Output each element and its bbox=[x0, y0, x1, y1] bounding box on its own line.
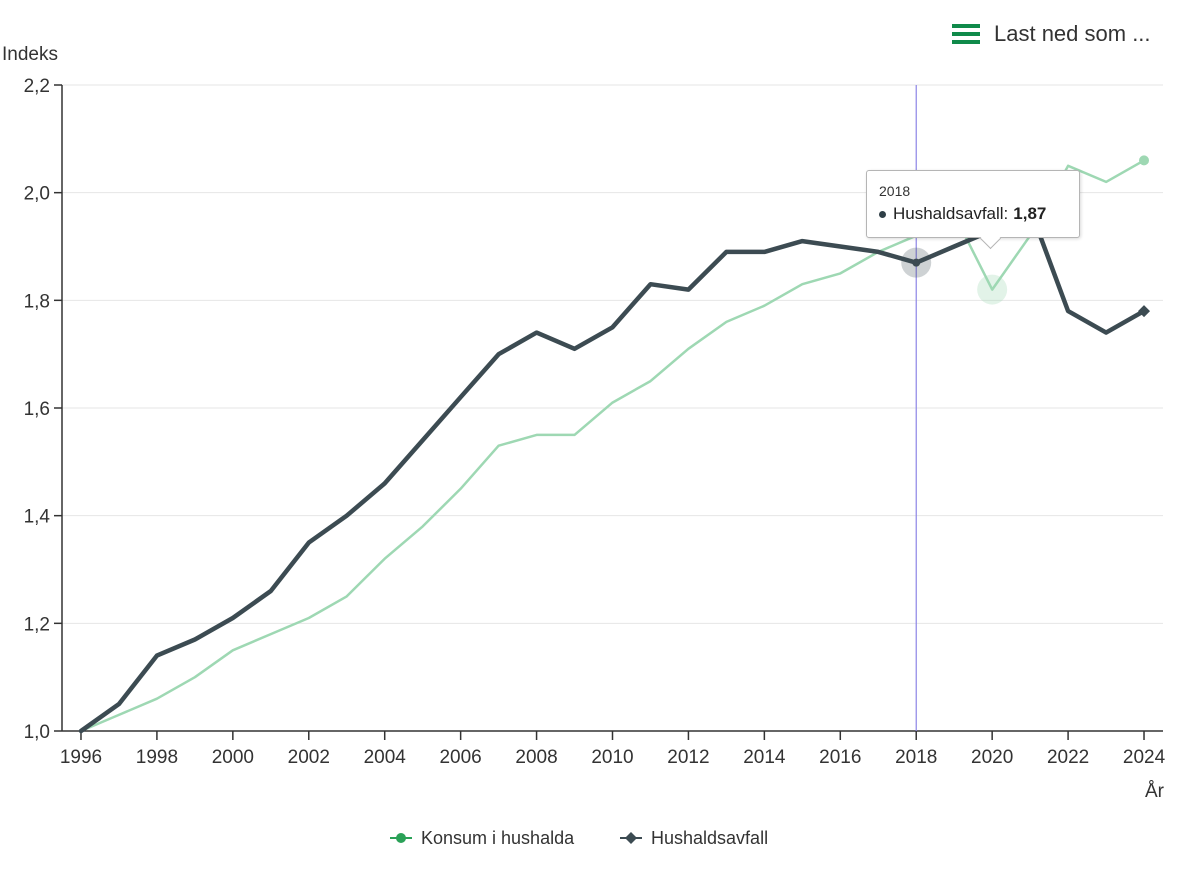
x-tick-label: 2004 bbox=[364, 747, 407, 768]
y-tick-label: 1,2 bbox=[24, 614, 50, 635]
axes: 1,0 1,2 1,4 1,6 1,8 2,0 2,2 1996 1998 2000 2002 200… bbox=[24, 76, 1166, 768]
download-menu-button[interactable]: Last ned som ... bbox=[952, 16, 1151, 52]
y-tick-label: 2,2 bbox=[24, 76, 50, 97]
legend-item[interactable]: Konsum i hushalda bbox=[390, 828, 575, 848]
series-end-marker bbox=[1139, 155, 1150, 166]
tooltip-series-name: Hushaldsavfall: bbox=[893, 204, 1009, 223]
x-tick-label: 2018 bbox=[895, 747, 937, 768]
legend-label: Konsum i hushalda bbox=[421, 828, 575, 848]
x-tick-label: 2010 bbox=[591, 747, 633, 768]
x-axis-label: År bbox=[1145, 781, 1165, 802]
download-menu-label: Last ned som ... bbox=[994, 21, 1151, 46]
series-line-2 bbox=[78, 206, 1147, 734]
series-line-1 bbox=[79, 159, 1146, 733]
legend-marker bbox=[396, 833, 406, 843]
x-tick-label: 2008 bbox=[515, 747, 557, 768]
x-tick-label: 2024 bbox=[1123, 747, 1166, 768]
tooltip-value: 1,87 bbox=[1013, 204, 1047, 223]
hover-point bbox=[912, 258, 921, 267]
x-tick-label: 2022 bbox=[1047, 747, 1089, 768]
x-tick-label: 1996 bbox=[60, 747, 102, 768]
x-tick-label: 2000 bbox=[212, 747, 254, 768]
x-tick-label: 2014 bbox=[743, 747, 786, 768]
y-axis-label: Indeks bbox=[2, 44, 58, 65]
y-tick-label: 1,8 bbox=[24, 291, 50, 312]
hamburger-icon bbox=[952, 24, 980, 44]
legend-label: Hushaldsavfall bbox=[651, 828, 768, 848]
x-tick-label: 2016 bbox=[819, 747, 861, 768]
x-tick-label: 2006 bbox=[439, 747, 481, 768]
x-tick-label: 1998 bbox=[136, 747, 178, 768]
y-tick-label: 1,6 bbox=[24, 399, 50, 420]
legend-marker bbox=[625, 832, 637, 844]
hover-halo-secondary bbox=[977, 274, 1008, 305]
legend-item[interactable]: Hushaldsavfall bbox=[620, 828, 768, 848]
legend: Konsum i hushalda Hushaldsavfall bbox=[390, 828, 768, 848]
series-lines bbox=[78, 155, 1151, 734]
y-tick-label: 1,0 bbox=[24, 722, 50, 743]
y-tick-label: 2,0 bbox=[24, 184, 50, 205]
x-tick-label: 2020 bbox=[971, 747, 1013, 768]
grid-lines bbox=[62, 84, 1163, 624]
tooltip-dot-icon bbox=[879, 210, 886, 218]
x-tick-label: 2002 bbox=[288, 747, 330, 768]
series-end-marker bbox=[1138, 305, 1151, 318]
y-tick-label: 1,4 bbox=[24, 507, 51, 528]
tooltip: 2018 Hushaldsavfall: 1,87 bbox=[866, 170, 1080, 238]
x-tick-label: 2012 bbox=[667, 747, 709, 768]
tooltip-year: 2018 bbox=[879, 183, 911, 199]
